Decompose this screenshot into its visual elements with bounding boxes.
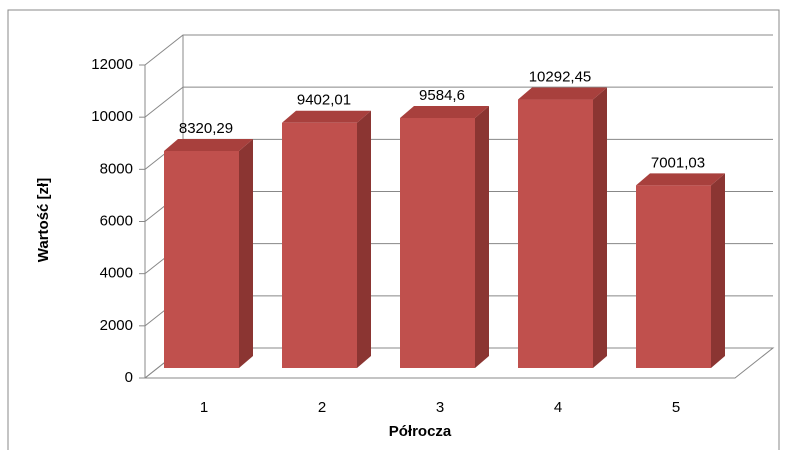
bar [636, 185, 711, 368]
grid-line [144, 86, 773, 118]
value-label: 10292,45 [529, 69, 592, 86]
y-tick-label: 4000 [100, 265, 133, 282]
value-label: 9402,01 [297, 92, 351, 109]
bar-top [518, 87, 607, 100]
x-tick-label: 3 [436, 399, 444, 416]
value-label: 9584,6 [419, 87, 465, 104]
bar-top [164, 138, 253, 151]
y-axis-title: Wartość [zł] [35, 178, 52, 262]
bar [400, 118, 475, 369]
x-tick-label: 2 [318, 399, 326, 416]
y-tick-label: 2000 [100, 317, 133, 334]
bar-side [475, 106, 489, 369]
value-label: 8320,29 [179, 120, 233, 137]
bar [282, 122, 357, 368]
bar-top [400, 106, 489, 119]
bar-side [711, 173, 725, 368]
bar-top [282, 110, 371, 123]
bar-side [239, 138, 253, 368]
x-axis-title: Półrocza [389, 423, 452, 440]
y-tick-label: 10000 [91, 108, 133, 125]
bar [518, 99, 593, 368]
bar-top [636, 173, 725, 186]
grid-line [144, 34, 773, 66]
y-tick-label: 0 [125, 369, 133, 386]
x-tick-label: 5 [672, 399, 680, 416]
y-tick-label: 8000 [100, 160, 133, 177]
bar-side [593, 87, 607, 368]
value-label: 7001,03 [651, 154, 705, 171]
bar [164, 150, 239, 368]
y-tick-label: 12000 [91, 56, 133, 73]
bar-side [357, 110, 371, 369]
y-tick-label: 6000 [100, 212, 133, 229]
x-tick-label: 1 [200, 399, 208, 416]
x-tick-label: 4 [554, 399, 562, 416]
